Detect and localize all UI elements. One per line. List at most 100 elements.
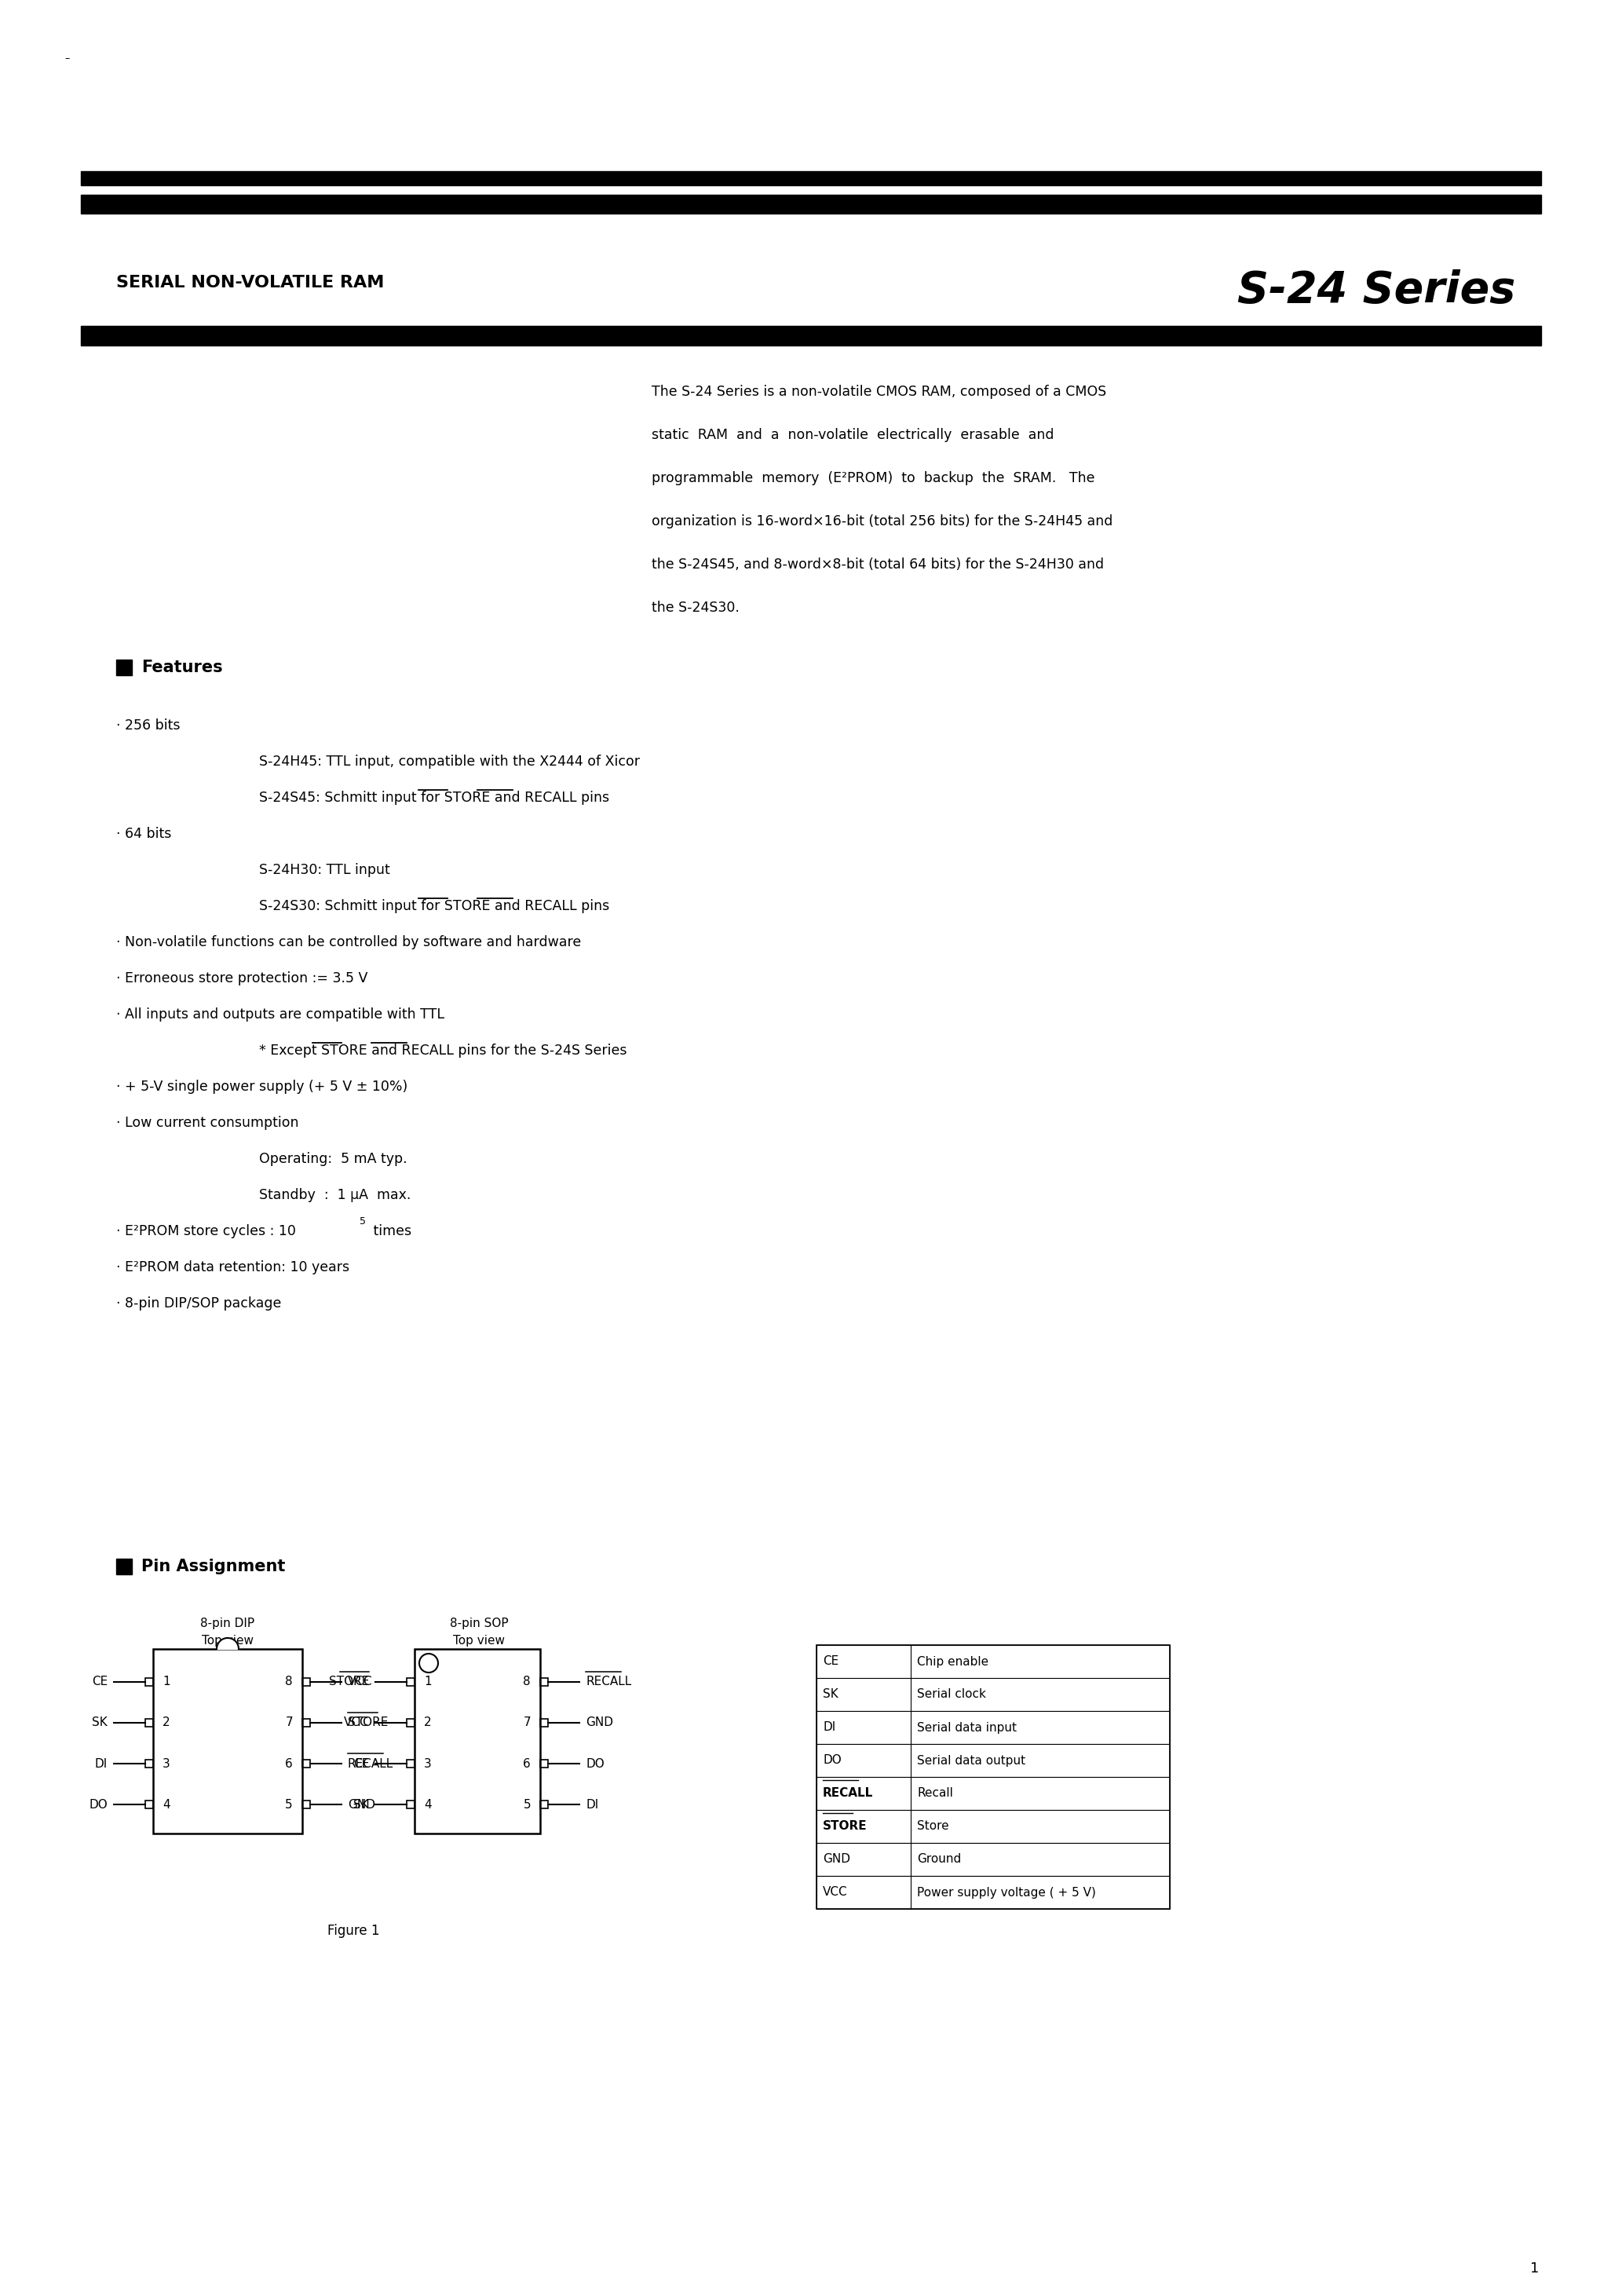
Text: · Erroneous store protection := 3.5 V: · Erroneous store protection := 3.5 V xyxy=(117,971,368,985)
Text: · E²PROM data retention: 10 years: · E²PROM data retention: 10 years xyxy=(117,1261,349,1274)
Bar xyxy=(540,1759,548,1768)
Bar xyxy=(816,1745,1169,1777)
Text: 7: 7 xyxy=(285,1717,294,1729)
Text: Power supply voltage ( + 5 V): Power supply voltage ( + 5 V) xyxy=(916,1887,1096,1899)
Text: 4: 4 xyxy=(162,1798,170,1812)
Text: The S-24 Series is a non-volatile CMOS RAM, composed of a CMOS: The S-24 Series is a non-volatile CMOS R… xyxy=(652,386,1106,400)
Bar xyxy=(540,1720,548,1727)
Text: Serial clock: Serial clock xyxy=(916,1688,986,1701)
Text: · 8-pin DIP/SOP package: · 8-pin DIP/SOP package xyxy=(117,1297,281,1311)
Text: VCC: VCC xyxy=(822,1887,848,1899)
Bar xyxy=(302,1800,310,1809)
Text: static  RAM  and  a  non-volatile  electrically  erasable  and: static RAM and a non-volatile electrical… xyxy=(652,427,1054,443)
Text: Serial data input: Serial data input xyxy=(916,1722,1017,1733)
Text: 8: 8 xyxy=(285,1676,294,1688)
Text: VCC: VCC xyxy=(347,1676,373,1688)
Text: CE: CE xyxy=(822,1655,839,1667)
Text: · All inputs and outputs are compatible with TTL: · All inputs and outputs are compatible … xyxy=(117,1008,444,1022)
Bar xyxy=(407,1720,415,1727)
Text: RECALL: RECALL xyxy=(586,1676,631,1688)
Bar xyxy=(540,1678,548,1685)
Text: 1: 1 xyxy=(1530,2262,1539,2275)
Text: Chip enable: Chip enable xyxy=(916,1655,988,1667)
Text: –: – xyxy=(65,53,70,64)
Text: 8-pin DIP: 8-pin DIP xyxy=(201,1619,255,1630)
Text: RECALL: RECALL xyxy=(347,1759,394,1770)
Text: 1: 1 xyxy=(423,1676,431,1688)
Text: Standby  :  1 μA  max.: Standby : 1 μA max. xyxy=(260,1187,410,1203)
Text: Store: Store xyxy=(916,1821,949,1832)
Text: S-24S45: Schmitt input for STORE and RECALL pins: S-24S45: Schmitt input for STORE and REC… xyxy=(260,790,610,806)
Text: the S-24S30.: the S-24S30. xyxy=(652,602,740,615)
Bar xyxy=(816,1711,1169,1745)
Bar xyxy=(117,659,131,675)
Text: SERIAL NON-VOLATILE RAM: SERIAL NON-VOLATILE RAM xyxy=(117,276,384,292)
Bar xyxy=(816,1876,1169,1908)
Bar xyxy=(407,1800,415,1809)
Bar xyxy=(816,1844,1169,1876)
Bar xyxy=(302,1678,310,1685)
Bar xyxy=(415,1649,540,1835)
Bar xyxy=(302,1720,310,1727)
Text: · 256 bits: · 256 bits xyxy=(117,719,180,732)
Text: S-24 Series: S-24 Series xyxy=(1238,269,1515,312)
Text: CE: CE xyxy=(354,1759,368,1770)
Text: · 64 bits: · 64 bits xyxy=(117,827,172,840)
Text: Top view: Top view xyxy=(201,1635,253,1646)
Text: CE: CE xyxy=(92,1676,107,1688)
Text: 5: 5 xyxy=(285,1798,294,1812)
Text: 6: 6 xyxy=(285,1759,294,1770)
Bar xyxy=(816,1644,1169,1908)
Bar xyxy=(816,1809,1169,1844)
Text: DO: DO xyxy=(89,1798,107,1812)
Text: 5: 5 xyxy=(360,1217,367,1226)
Text: the S-24S45, and 8-word×8-bit (total 64 bits) for the S-24H30 and: the S-24S45, and 8-word×8-bit (total 64 … xyxy=(652,558,1105,572)
Bar xyxy=(302,1759,310,1768)
Text: S-24S30: Schmitt input for STORE and RECALL pins: S-24S30: Schmitt input for STORE and REC… xyxy=(260,900,610,914)
Text: DI: DI xyxy=(822,1722,835,1733)
Text: SK: SK xyxy=(822,1688,839,1701)
Bar xyxy=(81,195,1541,214)
Text: DO: DO xyxy=(586,1759,605,1770)
Bar xyxy=(146,1800,152,1809)
Text: SK: SK xyxy=(354,1798,368,1812)
Text: times: times xyxy=(368,1224,412,1238)
Text: Serial data output: Serial data output xyxy=(916,1754,1025,1766)
Text: * Except STORE and RECALL pins for the S-24S Series: * Except STORE and RECALL pins for the S… xyxy=(260,1045,626,1058)
Text: 5: 5 xyxy=(524,1798,530,1812)
Text: Features: Features xyxy=(141,659,222,675)
Bar xyxy=(816,1644,1169,1678)
Text: · Low current consumption: · Low current consumption xyxy=(117,1116,298,1130)
Text: GND: GND xyxy=(822,1853,850,1864)
Text: 8: 8 xyxy=(524,1676,530,1688)
Text: SK: SK xyxy=(92,1717,107,1729)
Text: STORE: STORE xyxy=(347,1717,388,1729)
Text: · E²PROM store cycles : 10: · E²PROM store cycles : 10 xyxy=(117,1224,295,1238)
Text: 7: 7 xyxy=(524,1717,530,1729)
Text: DO: DO xyxy=(822,1754,842,1766)
Bar xyxy=(407,1759,415,1768)
Text: GND: GND xyxy=(586,1717,613,1729)
Text: Recall: Recall xyxy=(916,1789,954,1800)
Text: organization is 16-word×16-bit (total 256 bits) for the S-24H45 and: organization is 16-word×16-bit (total 25… xyxy=(652,514,1113,528)
Bar xyxy=(81,326,1541,344)
Text: RECALL: RECALL xyxy=(822,1789,873,1800)
Text: 3: 3 xyxy=(423,1759,431,1770)
Text: Top view: Top view xyxy=(453,1635,504,1646)
Text: STORE: STORE xyxy=(329,1676,368,1688)
Text: · + 5-V single power supply (+ 5 V ± 10%): · + 5-V single power supply (+ 5 V ± 10%… xyxy=(117,1079,407,1093)
Bar xyxy=(117,1559,131,1575)
Text: GND: GND xyxy=(347,1798,375,1812)
Text: STORE: STORE xyxy=(822,1821,868,1832)
Text: S-24H45: TTL input, compatible with the X2444 of Xicor: S-24H45: TTL input, compatible with the … xyxy=(260,755,639,769)
Text: DI: DI xyxy=(586,1798,599,1812)
Bar xyxy=(816,1678,1169,1711)
Text: VCC: VCC xyxy=(344,1717,368,1729)
Text: Operating:  5 mA typ.: Operating: 5 mA typ. xyxy=(260,1153,407,1166)
Text: programmable  memory  (E²PROM)  to  backup  the  SRAM.   The: programmable memory (E²PROM) to backup t… xyxy=(652,471,1095,484)
Text: 3: 3 xyxy=(162,1759,170,1770)
Text: DI: DI xyxy=(94,1759,107,1770)
Text: · Non-volatile functions can be controlled by software and hardware: · Non-volatile functions can be controll… xyxy=(117,934,581,948)
Bar xyxy=(81,172,1541,186)
Text: 2: 2 xyxy=(162,1717,170,1729)
